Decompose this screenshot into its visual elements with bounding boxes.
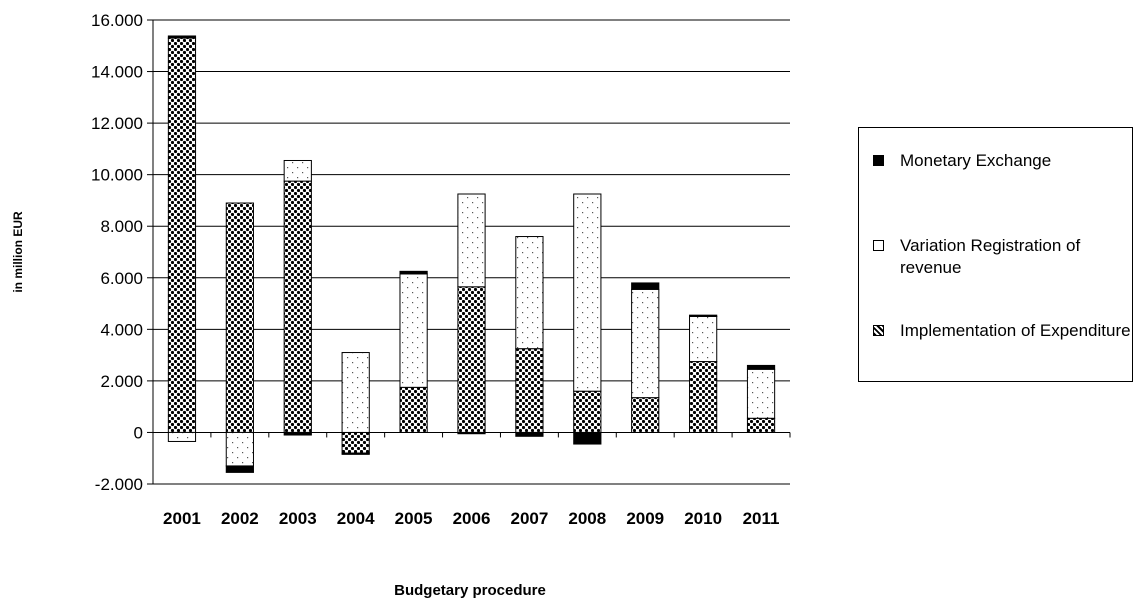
y-tick-label: 4.000 (100, 320, 143, 339)
bar-segment-solid-black-2005 (399, 270, 428, 275)
y-axis-title: in million EUR (11, 211, 25, 293)
x-tick-labels: 2001 2002 2003 2004 2005 2006 2007 2008 2009 2010… (163, 509, 779, 528)
bar-segment-solid-black-2008 (573, 431, 602, 445)
legend-label: Monetary Exchange (900, 151, 1052, 170)
bar-segment-light-dots-2003 (283, 159, 312, 182)
legend-label: Implementation of Expenditure (900, 321, 1131, 340)
bar-segment-solid-black-2001 (167, 35, 197, 39)
bar-segment-dark-dots-2009 (631, 397, 660, 433)
bar-segment-dark-dots-2010 (689, 361, 718, 433)
bar-segment-light-dots-2004 (341, 352, 370, 433)
y-tick-label: 16.000 (91, 11, 143, 30)
y-tick-label: -2.000 (95, 475, 143, 494)
bar-segment-dark-dots-2007 (515, 348, 544, 433)
bar-segment-dark-dots-2002 (225, 202, 254, 433)
bar-segment-dark-dots-2003 (283, 180, 312, 433)
x-tick-label: 2006 (453, 509, 491, 528)
bar-segment-light-dots-2009 (631, 288, 660, 399)
bar-segment-solid-black-2004 (341, 452, 370, 455)
bar-segment-solid-black-2009 (631, 282, 660, 290)
y-tick-labels: -2.000 0 2.000 4.000 6.000 8.000 10.000 12.000 1… (91, 11, 143, 494)
bar-segment-light-dots-2006 (457, 193, 486, 288)
bar-segment-dark-dots-2001 (167, 37, 197, 433)
legend-label: Variation Registration of revenue (900, 236, 1081, 277)
bar-segment-light-dots-2007 (515, 236, 544, 350)
legend-swatch-dark-dots (873, 325, 884, 336)
bars (167, 35, 776, 473)
bar-segment-light-dots-2001 (167, 431, 197, 442)
bar-segment-solid-black-2007 (515, 431, 544, 437)
x-tick-label: 2007 (510, 509, 548, 528)
bar-segment-dark-dots-2005 (399, 386, 428, 433)
y-tick-label: 2.000 (100, 372, 143, 391)
y-tick-label: 6.000 (100, 269, 143, 288)
x-tick-label: 2004 (337, 509, 375, 528)
legend-item-implementation-expenditure: Implementation of Expenditure (873, 320, 1135, 342)
x-tick-label: 2005 (395, 509, 433, 528)
bar-segment-solid-black-2002 (225, 465, 254, 473)
y-tick-label: 14.000 (91, 63, 143, 82)
x-tick-label: 2010 (684, 509, 722, 528)
y-tick-label: 0 (134, 423, 143, 442)
bar-segment-light-dots-2011 (746, 368, 776, 419)
x-tick-label: 2003 (279, 509, 317, 528)
bar-segment-light-dots-2008 (573, 193, 602, 392)
y-tick-label: 10.000 (91, 166, 143, 185)
legend-item-variation-registration: Variation Registration of revenue (873, 235, 1135, 279)
x-tick-label: 2011 (743, 509, 780, 528)
bar-segment-light-dots-2005 (399, 273, 428, 388)
x-tick-label: 2008 (568, 509, 606, 528)
bar-segment-solid-black-2006 (457, 431, 486, 435)
bar-segment-solid-black-2003 (283, 431, 312, 436)
bar-segment-dark-dots-2006 (457, 286, 486, 433)
y-tick-label: 8.000 (100, 217, 143, 236)
x-tick-label: 2002 (221, 509, 259, 528)
bar-segment-dark-dots-2004 (341, 431, 370, 454)
bar-segment-light-dots-2010 (689, 315, 718, 363)
legend-item-monetary-exchange: Monetary Exchange (873, 150, 1135, 172)
bar-segment-solid-black-2011 (746, 364, 776, 370)
legend-swatch-solid-black (873, 155, 884, 166)
y-tick-label: 12.000 (91, 114, 143, 133)
legend-swatch-light-dots (873, 240, 884, 251)
x-tick-label: 2001 (163, 509, 201, 528)
bar-segment-light-dots-2002 (225, 431, 254, 467)
bar-segment-solid-black-2010 (689, 314, 718, 317)
bar-segment-dark-dots-2008 (573, 390, 602, 433)
bar-segment-dark-dots-2011 (746, 417, 776, 433)
legend: Monetary Exchange Variation Registration… (858, 127, 1133, 382)
x-axis-title: Budgetary procedure (394, 582, 546, 599)
x-tick-label: 2009 (626, 509, 664, 528)
